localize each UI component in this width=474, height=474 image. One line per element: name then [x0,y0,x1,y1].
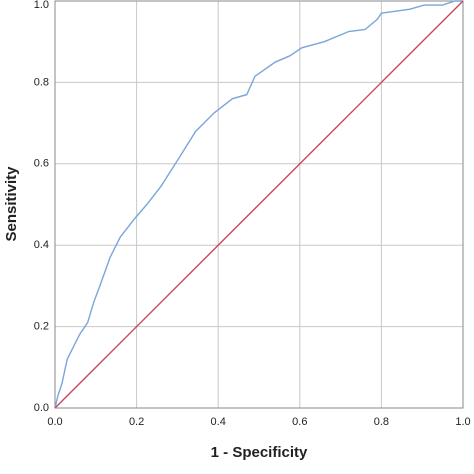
x-axis-title: 1 - Specificity [211,444,308,461]
y-tick-label: 0.4 [34,239,49,251]
roc-line [54,0,464,409]
roc-line [54,0,463,409]
y-tick-label: 0.6 [34,158,49,170]
x-tick-label: 0.2 [129,416,144,428]
x-tick-label: 1.0 [455,416,470,428]
x-tick-label: 0.4 [211,416,226,428]
x-tick-label: 0.8 [374,416,389,428]
x-tick-label: 0.0 [47,416,62,428]
y-tick-label: 0.8 [34,76,49,88]
y-tick-label: 0.0 [34,402,49,414]
y-axis-title: Sensitivity [3,166,20,242]
y-tick-label: 1.0 [34,0,49,11]
y-tick-label: 0.2 [34,321,49,333]
plot-frame [54,0,464,409]
x-tick-label: 0.6 [292,416,307,428]
